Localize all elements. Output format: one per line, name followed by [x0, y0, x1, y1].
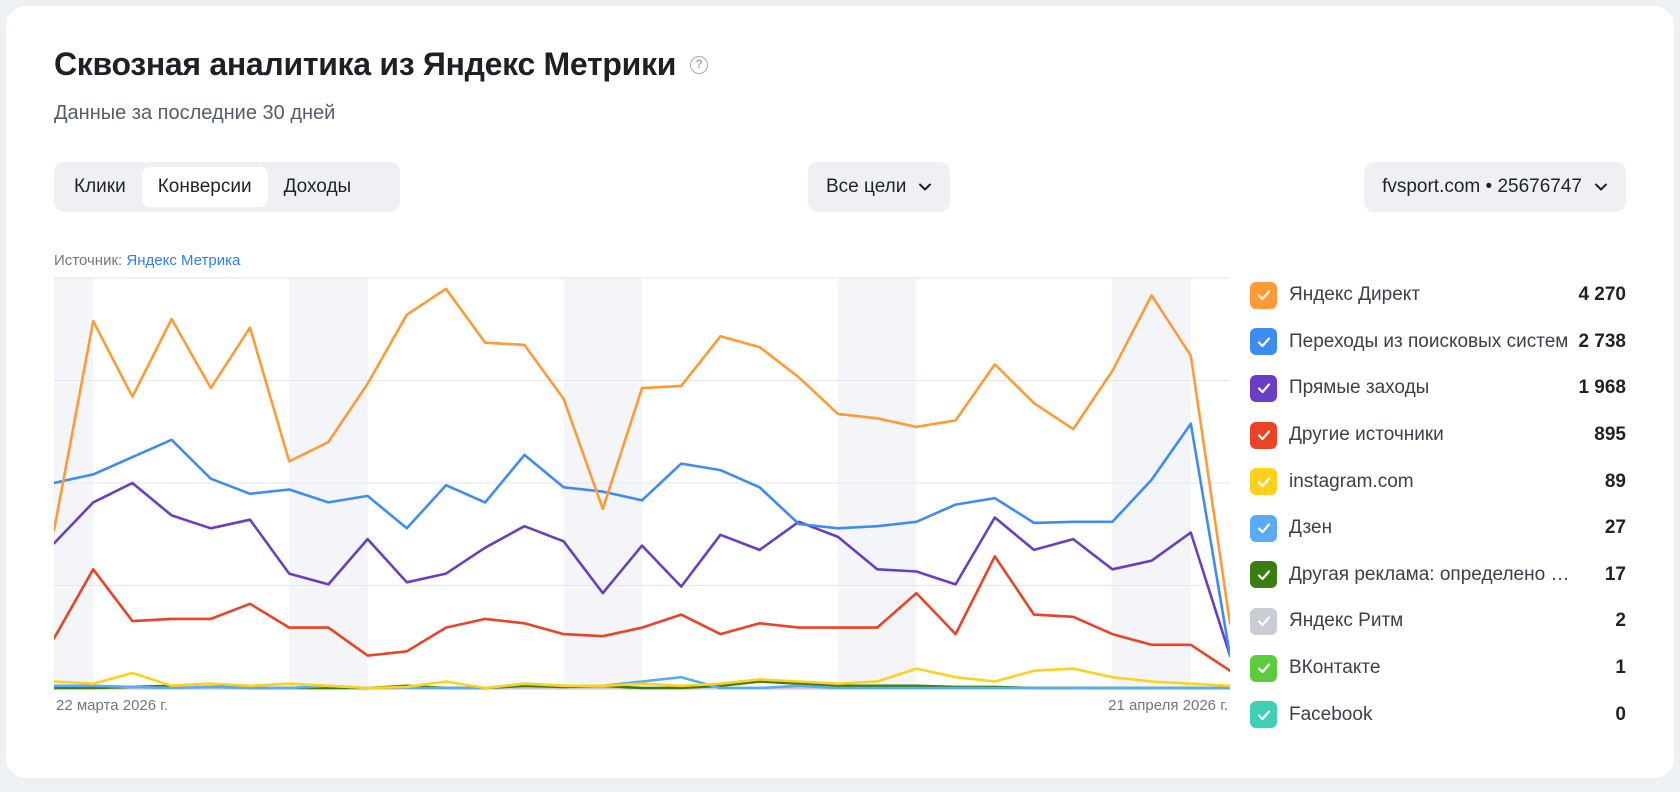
goals-dropdown[interactable]: Все цели	[808, 162, 951, 212]
legend-label: Другие источники	[1289, 424, 1444, 446]
legend-item[interactable]: Facebook 0	[1250, 691, 1626, 738]
checkbox-checked-icon[interactable]	[1250, 514, 1277, 542]
help-icon[interactable]: ?	[690, 55, 709, 74]
checkbox-checked-icon[interactable]	[1250, 701, 1277, 729]
legend-value: 4 270	[1578, 284, 1626, 306]
legend-value: 17	[1604, 563, 1626, 585]
legend-item[interactable]: Дзен 27	[1250, 505, 1626, 552]
legend-label: Переходы из поисковых систем	[1289, 330, 1569, 352]
series-line[interactable]	[54, 287, 1230, 625]
checkbox-checked-icon[interactable]	[1250, 374, 1277, 402]
checkbox-checked-icon[interactable]	[1250, 328, 1277, 356]
x-axis-end-label: 21 апреля 2026 г.	[1108, 697, 1228, 714]
legend-item[interactable]: Другие источники 895	[1250, 412, 1626, 459]
legend-label: Другая реклама: определено по меткам	[1289, 563, 1571, 585]
legend-item[interactable]: Яндекс Ритм 2	[1250, 598, 1626, 645]
subtitle: Данные за последние 30 дней	[54, 102, 336, 124]
tab-revenue[interactable]: Доходы	[283, 176, 352, 197]
chart-legend: Яндекс Директ 4 270 Переходы из поисковых …	[1250, 272, 1626, 738]
data-source: Источник: Яндекс Метрика	[54, 252, 240, 269]
source-link[interactable]: Яндекс Метрика	[126, 252, 241, 269]
series-line[interactable]	[54, 481, 1230, 657]
legend-value: 1	[1615, 657, 1626, 679]
checkbox-checked-icon[interactable]	[1250, 468, 1277, 496]
legend-item[interactable]: Прямые заходы 1 968	[1250, 365, 1626, 412]
legend-item[interactable]: Другая реклама: определено по меткам 17	[1250, 552, 1626, 599]
legend-item[interactable]: Яндекс Директ 4 270	[1250, 272, 1626, 319]
legend-value: 27	[1604, 517, 1626, 539]
legend-label: ВКонтакте	[1289, 657, 1381, 679]
source-prefix: Источник:	[54, 252, 123, 269]
series-line[interactable]	[54, 555, 1230, 673]
checkbox-checked-icon[interactable]	[1250, 654, 1277, 682]
legend-value: 2	[1615, 610, 1626, 632]
legend-value: 895	[1594, 424, 1626, 446]
goals-dropdown-label: Все цели	[826, 176, 907, 197]
chevron-down-icon	[1595, 183, 1607, 191]
legend-label: Facebook	[1289, 703, 1373, 725]
legend-label: Яндекс Директ	[1289, 284, 1421, 306]
site-dropdown[interactable]: fvsport.com • 25676747	[1364, 162, 1626, 212]
checkbox-checked-icon[interactable]	[1250, 561, 1277, 589]
legend-value: 0	[1615, 703, 1626, 725]
legend-label: Яндекс Ритм	[1289, 610, 1404, 632]
legend-value: 1 968	[1578, 377, 1626, 399]
legend-label: Прямые заходы	[1289, 377, 1430, 399]
conversions-line-chart	[54, 277, 1230, 690]
page-title: Сквозная аналитика из Яндекс Метрики ?	[54, 46, 709, 83]
tab-conversions[interactable]: Конверсии	[141, 167, 268, 207]
legend-label: instagram.com	[1289, 470, 1414, 492]
series-line[interactable]	[54, 667, 1230, 690]
tab-clicks[interactable]: Клики	[74, 176, 126, 197]
site-dropdown-label: fvsport.com • 25676747	[1382, 176, 1582, 197]
checkbox-checked-icon[interactable]	[1250, 607, 1277, 635]
legend-value: 2 738	[1578, 330, 1626, 352]
series-line[interactable]	[54, 422, 1230, 657]
legend-item[interactable]: ВКонтакте 1	[1250, 645, 1626, 692]
legend-label: Дзен	[1289, 517, 1333, 539]
legend-value: 89	[1604, 470, 1626, 492]
chevron-down-icon	[919, 183, 932, 191]
checkbox-checked-icon[interactable]	[1250, 281, 1277, 309]
checkbox-checked-icon[interactable]	[1250, 421, 1277, 449]
x-axis-start-label: 22 марта 2026 г.	[56, 697, 169, 714]
legend-item[interactable]: Переходы из поисковых систем 2 738	[1250, 319, 1626, 366]
metric-tabs: Клики Конверсии Доходы	[54, 162, 400, 212]
title-text: Сквозная аналитика из Яндекс Метрики	[54, 46, 677, 82]
series-line[interactable]	[54, 675, 1230, 690]
legend-item[interactable]: instagram.com 89	[1250, 458, 1626, 505]
